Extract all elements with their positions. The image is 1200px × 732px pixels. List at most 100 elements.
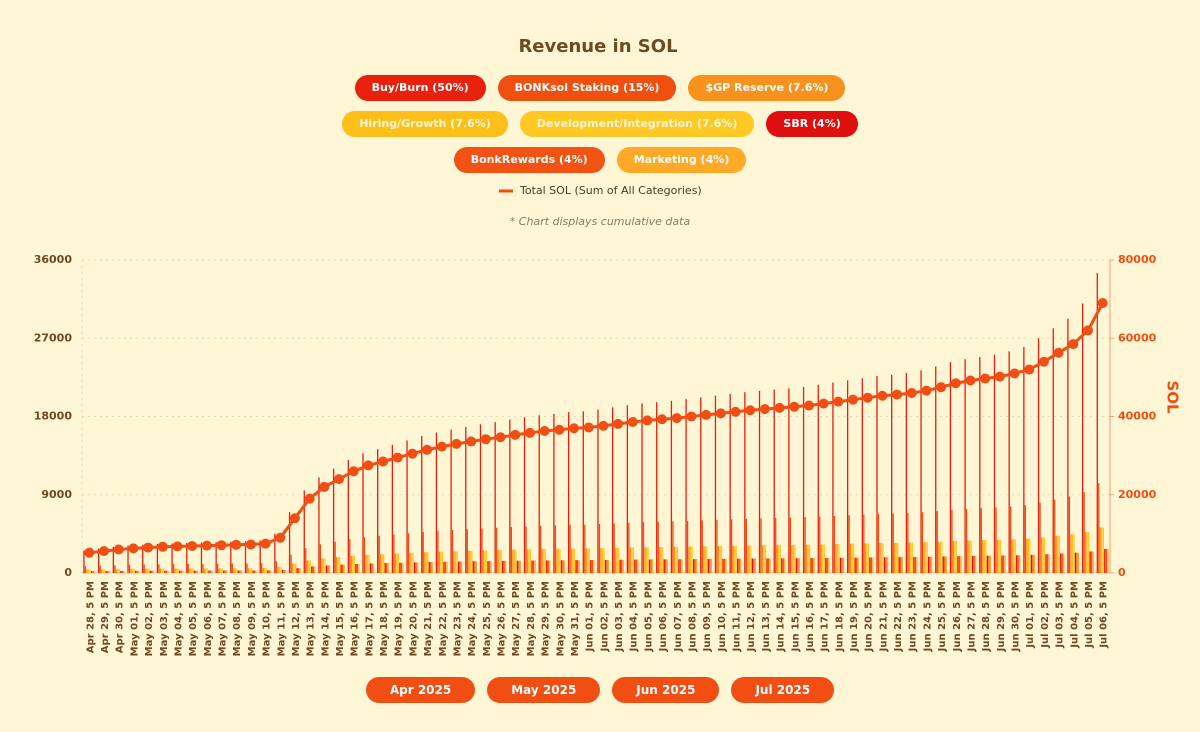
bar (707, 558, 709, 573)
bar (970, 540, 972, 573)
range-button[interactable]: Jul 2025 (731, 677, 835, 703)
bar (451, 529, 454, 573)
bar (920, 370, 922, 573)
x-tick-label: May 22, 5 PM (438, 581, 449, 656)
bar (706, 546, 708, 573)
x-tick-label: May 11, 5 PM (276, 581, 287, 656)
legend-item[interactable]: Development/Integration (7.6%) (519, 111, 755, 137)
bar (342, 564, 344, 573)
bar (459, 561, 461, 573)
bar (406, 440, 408, 573)
x-tick-label: May 03, 5 PM (159, 581, 170, 656)
line-point (392, 452, 403, 463)
bar (529, 549, 532, 573)
bar (538, 415, 540, 573)
line-point (436, 441, 447, 452)
bar (482, 550, 485, 573)
bar (929, 556, 931, 573)
bar (575, 560, 577, 573)
bar (397, 553, 400, 573)
bar (779, 545, 781, 573)
bar (601, 548, 604, 573)
bar (402, 562, 404, 573)
line-point (745, 405, 756, 416)
line-point (363, 460, 374, 471)
legend-item[interactable]: $GP Reserve (7.6%) (688, 75, 846, 101)
bar (396, 553, 398, 573)
bar (525, 526, 527, 573)
legend-row: Hiring/Growth (7.6%) Development/Integrat… (0, 111, 1200, 137)
bar (215, 542, 217, 573)
x-tick-label: May 02, 5 PM (144, 581, 155, 656)
bar (982, 540, 984, 573)
bar (907, 513, 909, 573)
bar (999, 539, 1002, 573)
bar (823, 544, 825, 573)
legend-item[interactable]: BonkRewards (4%) (453, 147, 605, 173)
bar (975, 555, 977, 573)
bar (193, 570, 195, 573)
legend-item[interactable]: BONKsol Staking (15%) (497, 75, 677, 101)
x-tick-label: May 26, 5 PM (497, 581, 508, 656)
bar (936, 511, 938, 573)
x-tick-label: May 23, 5 PM (452, 581, 463, 656)
bar (444, 561, 447, 573)
legend-item[interactable]: Buy/Burn (50%) (354, 75, 486, 101)
bar (430, 562, 432, 573)
bar (98, 548, 100, 573)
bar (1077, 552, 1080, 573)
x-tick-label: May 30, 5 PM (555, 581, 566, 656)
legend-item[interactable]: Hiring/Growth (7.6%) (342, 111, 508, 137)
x-tick-label: May 15, 5 PM (335, 581, 346, 656)
bar (826, 557, 828, 573)
legend-item[interactable]: Marketing (4%) (616, 147, 747, 173)
x-tick-label: Jun 14, 5 PM (776, 581, 787, 652)
bar (303, 490, 305, 573)
bar (133, 568, 135, 573)
bar (576, 560, 579, 573)
range-button[interactable]: May 2025 (487, 677, 601, 703)
x-tick-label: Jul 06, 5 PM (1099, 581, 1110, 649)
line-point (275, 532, 286, 543)
bar (365, 554, 367, 573)
bar (494, 422, 496, 573)
line-point (113, 544, 124, 555)
bar (663, 559, 665, 573)
bar (441, 551, 444, 573)
line-point (980, 373, 991, 384)
range-button[interactable]: Apr 2025 (365, 677, 476, 703)
x-tick-label: May 07, 5 PM (218, 581, 229, 656)
bar (174, 568, 176, 573)
bar (792, 544, 795, 573)
bar (606, 559, 608, 573)
bar (309, 560, 311, 573)
bar (841, 557, 843, 573)
line-point (965, 375, 976, 386)
bar (1011, 539, 1013, 573)
bar (358, 563, 360, 573)
bar (93, 571, 96, 573)
bar (980, 508, 982, 573)
bar (224, 570, 226, 573)
bar (216, 563, 219, 573)
bar (107, 571, 109, 573)
bar (971, 555, 974, 573)
line-point (627, 416, 638, 427)
bar (1090, 551, 1093, 573)
bar (399, 562, 401, 573)
bar (773, 389, 775, 573)
bar (178, 570, 181, 573)
bar (557, 548, 560, 573)
bar (250, 568, 253, 573)
bar (413, 562, 416, 573)
line-point (906, 388, 917, 399)
line-point (334, 474, 344, 485)
range-button[interactable]: Jun 2025 (612, 677, 720, 703)
bar (735, 545, 737, 573)
legend-item[interactable]: SBR (4%) (766, 111, 858, 137)
bar (876, 376, 878, 573)
bar (407, 533, 410, 573)
bar (275, 561, 278, 573)
bar (710, 558, 712, 573)
bar (265, 568, 267, 573)
